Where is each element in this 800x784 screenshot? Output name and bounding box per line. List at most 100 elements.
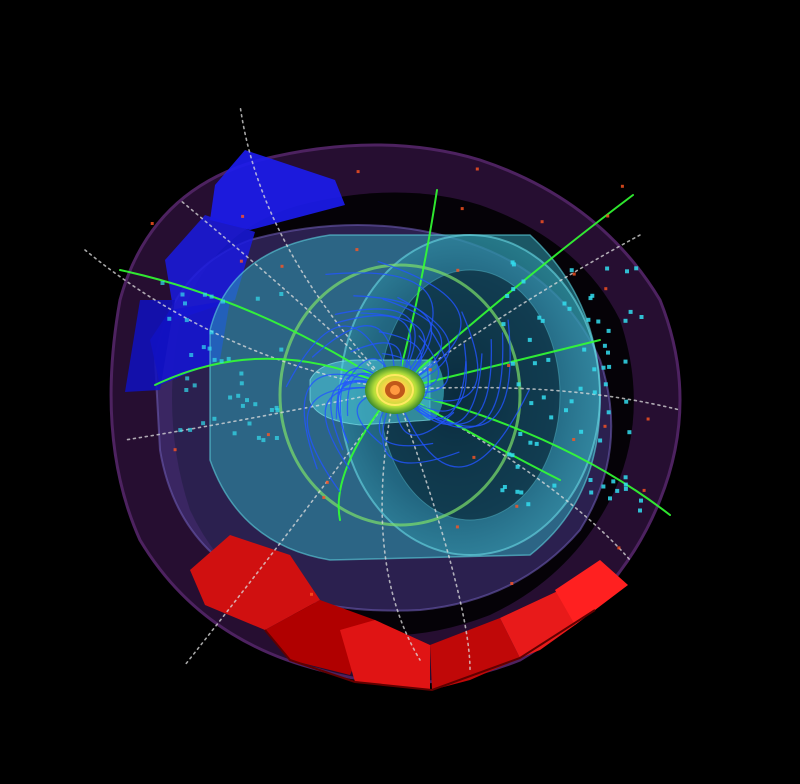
- cyan-hit: [540, 318, 545, 323]
- orange-hit: [150, 222, 154, 225]
- cyan-hit: [606, 328, 611, 333]
- orange-hit: [239, 259, 243, 263]
- dotted-track: [239, 104, 396, 391]
- orange-hit: [310, 592, 313, 596]
- cyan-hit: [245, 398, 249, 403]
- cyan-hit: [627, 430, 632, 435]
- green-track: [394, 339, 601, 391]
- orange-hit: [455, 525, 459, 529]
- cyan-hit: [521, 279, 526, 284]
- cyan-hit: [189, 353, 194, 357]
- cyan-hit: [274, 405, 279, 410]
- cyan-hit: [638, 508, 642, 513]
- cyan-hit: [501, 322, 506, 327]
- cyan-hit: [588, 296, 593, 301]
- cyan-hit: [546, 357, 551, 362]
- blue-track: [394, 338, 492, 425]
- cyan-hit: [221, 299, 225, 304]
- cyan-hit: [598, 438, 603, 443]
- cyan-hit: [261, 438, 266, 443]
- dotted-track: [124, 389, 396, 441]
- cyan-hit: [209, 330, 214, 335]
- blue-track: [394, 319, 511, 427]
- blue-track: [325, 272, 434, 391]
- cyan-hit: [160, 281, 165, 285]
- cyan-hit: [236, 393, 241, 398]
- orange-hit: [325, 480, 329, 484]
- cyan-hit: [192, 383, 197, 388]
- orange-hit: [620, 184, 624, 188]
- cyan-hit: [185, 376, 190, 381]
- cyan-hit: [578, 386, 583, 391]
- detector-hits: [150, 167, 650, 596]
- cyan-hit: [608, 496, 612, 501]
- cyan-hit: [279, 347, 284, 352]
- cyan-hit: [228, 395, 233, 400]
- cyan-hit: [634, 266, 639, 271]
- dotted-track: [381, 389, 421, 661]
- orange-hit: [475, 167, 479, 171]
- cyan-hit: [588, 478, 593, 482]
- cyan-hit: [552, 483, 557, 488]
- orange-hit: [241, 214, 245, 218]
- cyan-hit: [579, 429, 584, 434]
- cyan-hit: [239, 381, 244, 386]
- cyan-hit: [623, 482, 628, 487]
- cyan-hit: [623, 318, 628, 323]
- cyan-hit: [188, 427, 193, 432]
- cyan-hit: [184, 388, 189, 392]
- cyan-hit: [624, 399, 629, 404]
- orange-hit: [355, 248, 359, 252]
- cyan-hit: [500, 488, 505, 493]
- cyan-hit: [178, 428, 183, 433]
- cyan-hit: [606, 410, 611, 415]
- cyan-hit: [590, 293, 595, 298]
- cyan-hit: [639, 315, 644, 319]
- cyan-hit: [219, 359, 224, 364]
- cyan-hit: [511, 262, 516, 267]
- cyan-hit: [529, 401, 534, 406]
- orange-hit: [266, 433, 270, 437]
- cyan-hit: [601, 484, 606, 489]
- cyan-hit: [623, 475, 628, 480]
- blue-track: [303, 373, 396, 470]
- cyan-hit: [184, 318, 189, 323]
- cyan-hit: [606, 350, 610, 355]
- orange-hit: [617, 546, 621, 550]
- orange-hit: [540, 220, 544, 224]
- cyan-hit: [209, 294, 214, 299]
- cyan-hit: [274, 436, 279, 440]
- cyan-hit: [515, 464, 520, 469]
- cyan-hit: [615, 488, 620, 493]
- cyan-hit: [603, 382, 608, 387]
- cyan-hit: [528, 440, 533, 445]
- cyan-hit: [625, 269, 629, 274]
- orange-hit: [460, 207, 464, 211]
- cyan-hit: [569, 268, 574, 273]
- cyan-hit: [247, 421, 252, 426]
- cyan-hit: [510, 453, 515, 458]
- cyan-hit: [183, 301, 187, 306]
- cyan-hit: [537, 315, 542, 320]
- cyan-hit: [180, 292, 185, 297]
- cyan-hit: [502, 485, 507, 489]
- dotted-track: [179, 199, 396, 391]
- cyan-hit: [212, 357, 217, 362]
- orange-hit: [572, 438, 576, 441]
- cyan-hit: [601, 365, 606, 370]
- orange-hit: [642, 488, 646, 492]
- cyan-hit: [201, 421, 206, 426]
- cyan-hit: [256, 435, 261, 440]
- dotted-track: [394, 389, 471, 671]
- cyan-hit: [253, 402, 258, 407]
- green-track: [154, 357, 396, 391]
- cyan-hit: [511, 287, 516, 292]
- cyan-hit: [269, 408, 274, 412]
- cyan-hit: [589, 490, 594, 495]
- orange-hit: [646, 417, 650, 421]
- cyan-hit: [607, 364, 612, 369]
- cyan-hit: [628, 309, 633, 314]
- cyan-hit: [510, 361, 515, 366]
- orange-hit: [428, 368, 432, 372]
- cyan-hit: [515, 489, 520, 494]
